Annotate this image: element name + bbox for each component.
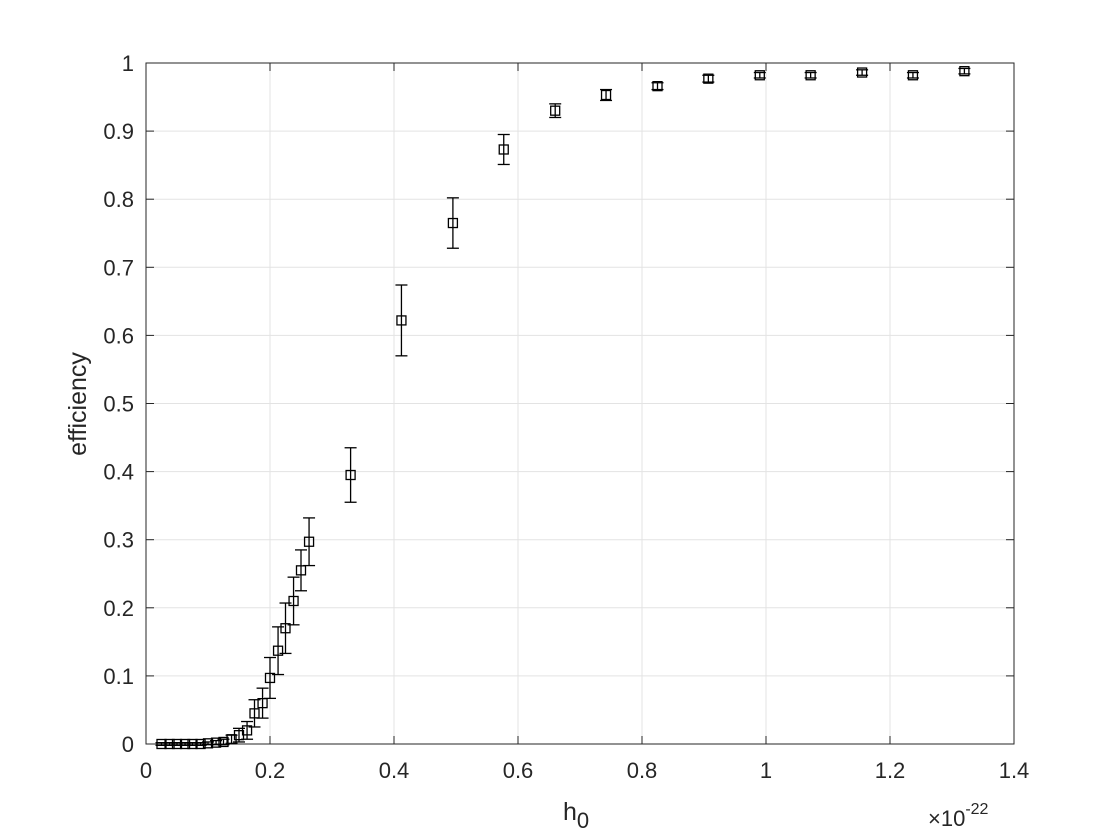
data-point: [295, 549, 307, 592]
y-tick-label: 0.6: [103, 323, 134, 348]
x-tick-label: 1.4: [999, 758, 1030, 783]
data-point: [241, 720, 254, 740]
x-tick-label: 1: [760, 758, 772, 783]
square-marker: [856, 67, 868, 78]
square-marker: [652, 81, 663, 92]
data-point: [753, 70, 766, 81]
y-tick-label: 0.2: [103, 596, 134, 621]
y-tick-label: 0.4: [103, 460, 134, 485]
data-point: [702, 73, 715, 84]
square-marker: [264, 672, 276, 684]
data-point: [272, 626, 285, 676]
square-marker: [249, 708, 260, 719]
data-point: [856, 67, 869, 78]
x-axis-label: h0: [563, 798, 589, 833]
x-tick-label: 1.2: [875, 758, 906, 783]
square-marker: [241, 725, 253, 736]
data-point: [303, 517, 316, 567]
square-marker: [447, 217, 459, 229]
data-point: [446, 197, 459, 249]
square-marker: [303, 536, 315, 547]
data-point: [906, 70, 919, 81]
data-point: [497, 133, 510, 166]
x-tick-labels: 0 0.2 0.4 0.6 0.8 1 1.2 1.4: [140, 758, 1029, 783]
square-marker: [600, 89, 612, 101]
square-marker: [187, 738, 198, 750]
data-point: [600, 88, 613, 102]
data-point: [279, 602, 292, 655]
square-marker: [202, 738, 214, 749]
square-marker: [805, 70, 816, 81]
data-point: [804, 70, 817, 81]
y-tick-label: 0.1: [103, 664, 134, 689]
y-tick-label: 1: [122, 51, 134, 76]
square-marker: [179, 738, 191, 750]
square-marker: [959, 66, 970, 77]
square-marker: [195, 738, 206, 750]
y-tick-label: 0.3: [103, 528, 134, 553]
x-exponent-times: ×10: [928, 806, 965, 831]
square-marker: [218, 736, 229, 748]
square-marker: [210, 737, 222, 748]
x-tick-label: 0.4: [379, 758, 410, 783]
square-marker: [280, 623, 291, 634]
square-marker: [907, 70, 919, 81]
square-marker: [272, 645, 284, 656]
data-points: [155, 66, 971, 750]
plot-frame: [145, 62, 1015, 745]
y-tick-labels: 0 0.1 0.2 0.3 0.4 0.5 0.6 0.7 0.8 0.9 1: [103, 51, 134, 757]
y-tick-label: 0.5: [103, 392, 134, 417]
data-point: [958, 66, 971, 77]
y-tick-label: 0: [122, 732, 134, 757]
square-marker: [754, 70, 765, 81]
square-marker: [345, 469, 356, 481]
x-tick-label: 0.6: [503, 758, 534, 783]
data-point: [264, 656, 276, 700]
x-exponent-power: -22: [965, 801, 988, 818]
square-marker: [164, 738, 175, 750]
data-point: [549, 103, 562, 119]
x-tick-label: 0.2: [255, 758, 286, 783]
y-tick-label: 0.8: [103, 187, 134, 212]
square-marker: [156, 738, 167, 750]
y-axis-label: efficiency: [64, 352, 92, 456]
x-exponent-label: ×10-22: [928, 801, 989, 831]
data-point: [256, 687, 269, 719]
y-tick-label: 0.9: [103, 119, 134, 144]
square-marker: [396, 315, 407, 326]
data-point: [344, 447, 357, 503]
data-point: [651, 81, 664, 92]
square-marker: [703, 73, 714, 84]
data-point: [194, 738, 207, 750]
square-marker: [498, 144, 509, 155]
square-marker: [257, 697, 268, 709]
x-axis-label-subscript: 0: [577, 808, 589, 833]
square-marker: [550, 105, 561, 116]
y-tick-label: 0.7: [103, 255, 134, 280]
x-axis-label-main: h: [563, 798, 577, 826]
square-marker: [171, 738, 183, 750]
x-tick-label: 0: [140, 758, 152, 783]
square-marker: [295, 565, 307, 576]
data-point: [395, 284, 408, 357]
x-tick-label: 0.8: [627, 758, 658, 783]
data-point: [287, 576, 300, 626]
square-marker: [288, 595, 299, 607]
